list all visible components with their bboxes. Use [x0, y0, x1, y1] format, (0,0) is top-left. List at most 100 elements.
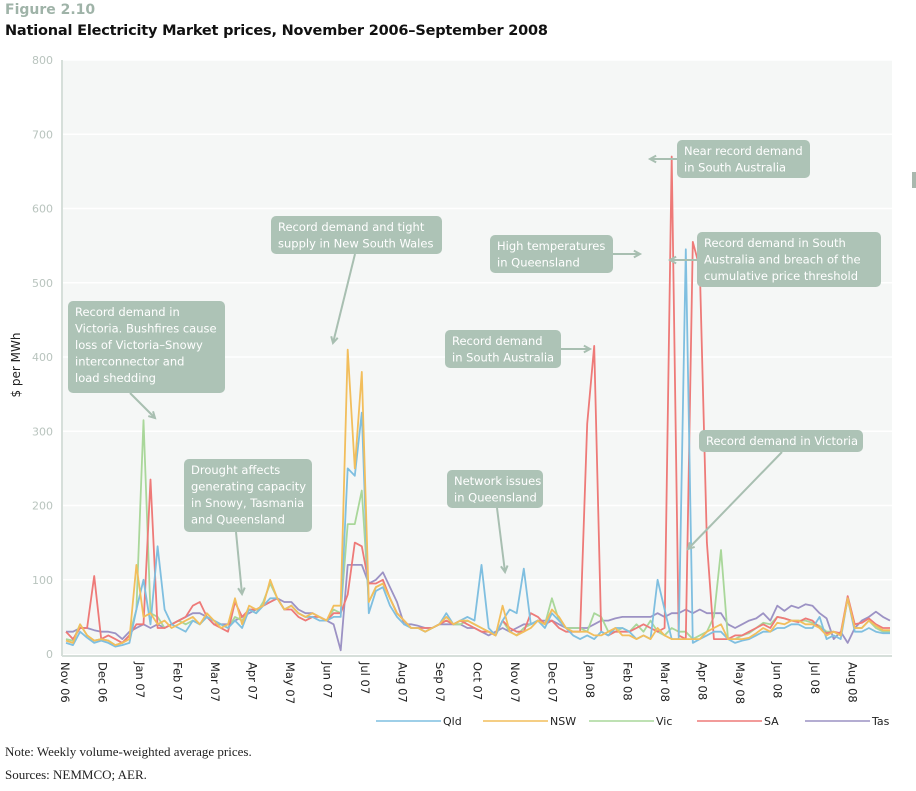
annotation-text: Record demand in	[75, 305, 180, 319]
annotation-text: in South Australia	[452, 351, 554, 365]
legend-item-qld: Qld	[376, 715, 462, 728]
x-tick-label: Feb 07	[171, 662, 185, 701]
legend-label: SA	[764, 715, 779, 728]
annotation-text: Drought affects	[191, 463, 280, 477]
arrowhead-icon	[667, 255, 677, 265]
annotation-sa-record-1: Record demand in South Australia	[445, 330, 593, 368]
x-tick-label: Nov 06	[58, 662, 72, 703]
annotation-box	[447, 470, 543, 508]
arrowhead-icon	[633, 249, 643, 259]
series-line-nsw	[65, 348, 890, 646]
annotation-nsw-tight-supply: Record demand and tight supply in New Sou…	[271, 216, 442, 346]
annotation-arrow	[496, 507, 506, 573]
annotation-text: in Queensland	[497, 256, 580, 270]
annotation-text: Australia and breach of the	[704, 253, 861, 267]
x-tick-label: Jun 08	[771, 661, 785, 698]
x-tick-label: Jul 08	[808, 661, 822, 694]
legend-label: Vic	[656, 715, 672, 728]
annotation-text: in Queensland	[454, 491, 537, 505]
annotation-text: cumulative price threshold	[704, 269, 858, 283]
annotation-box	[697, 232, 881, 287]
x-tick-label: Jun 07	[321, 661, 335, 698]
x-tick-label: Apr 08	[696, 662, 710, 700]
legend-item-nsw: NSW	[483, 715, 576, 728]
x-tick-label: Apr 07	[246, 662, 260, 700]
annotation-arrow	[129, 392, 156, 419]
y-tick-label: 0	[46, 648, 53, 661]
arrowhead-icon	[237, 587, 246, 597]
annotation-qld-high-temp: High temperatures in Queensland	[490, 235, 643, 273]
x-tick-label: May 07	[283, 662, 297, 704]
annotation-text: loss of Victoria–Snowy	[75, 338, 203, 352]
annotation-box	[68, 301, 225, 393]
legend-item-sa: SA	[697, 715, 779, 728]
x-tick-label: Oct 07	[471, 662, 485, 700]
x-tick-label: Jul 07	[358, 661, 372, 694]
annotation-drought: Drought affects generating capacity in Sno…	[184, 459, 312, 597]
chart: 0 100 200 300 400 500 600 700 800 $ per MWh Nov …	[9, 54, 892, 728]
annotation-text: Victoria. Bushfires cause	[75, 322, 217, 336]
annotations: Record demand in Victoria. Bushfires caus…	[68, 140, 881, 597]
annotation-text: Record demand in South	[704, 236, 846, 250]
x-axis: Nov 06 Dec 06 Jan 07 Feb 07 Mar 07 Apr 07 May …	[58, 661, 860, 704]
arrowhead-icon	[500, 565, 509, 575]
y-tick-label: 700	[32, 128, 53, 141]
arrowhead-icon	[148, 411, 157, 420]
figure-label: Figure 2.10	[5, 2, 96, 18]
x-tick-label: Nov 07	[508, 662, 522, 703]
arrowhead-icon	[647, 154, 657, 164]
y-axis-label: $ per MWh	[9, 332, 23, 397]
annotation-box	[699, 430, 863, 452]
figure-title: National Electricity Market prices, Nove…	[5, 23, 548, 39]
annotation-text: load shedding	[75, 371, 156, 385]
legend-label: NSW	[550, 715, 576, 728]
annotation-sa-cpt-breach: Record demand in South Australia and brea…	[667, 232, 881, 287]
series-line-sa	[65, 155, 890, 644]
annotation-box	[445, 330, 561, 368]
annotation-text: in Snowy, Tasmania	[191, 496, 304, 510]
x-tick-label: Aug 07	[396, 662, 410, 703]
x-tick-label: Sep 07	[433, 662, 447, 702]
legend-label: Qld	[443, 715, 462, 728]
annotation-arrow	[235, 531, 243, 595]
annotation-vic-bushfires: Record demand in Victoria. Bushfires caus…	[68, 301, 225, 420]
legend-label: Tas	[871, 715, 890, 728]
annotation-text: Record demand in Victoria	[706, 434, 858, 448]
annotation-text: Record demand	[452, 334, 543, 348]
y-tick-label: 400	[32, 351, 53, 364]
annotation-box	[677, 140, 810, 178]
annotation-text: generating capacity	[191, 480, 306, 494]
annotation-text: interconnector and	[75, 355, 184, 369]
arrowhead-icon	[330, 335, 339, 346]
legend-item-tas: Tas	[805, 715, 890, 728]
page-edge-marker	[912, 172, 916, 188]
y-tick-label: 800	[32, 54, 53, 67]
annotation-text: and Queensland	[191, 513, 285, 527]
annotation-text: in South Australia	[684, 161, 786, 175]
annotation-text: Network issues	[454, 474, 541, 488]
sources-text: Sources: NEMMCO; AER.	[5, 767, 147, 782]
x-tick-label: Dec 06	[96, 662, 110, 703]
legend: Qld NSW Vic SA Tas	[376, 715, 890, 728]
y-tick-label: 300	[32, 425, 53, 438]
x-tick-label: Dec 07	[546, 662, 560, 703]
annotation-arrow	[332, 253, 356, 344]
x-tick-label: Jan 08	[583, 661, 597, 698]
y-axis: 0 100 200 300 400 500 600 700 800	[32, 54, 53, 661]
arrowhead-icon	[583, 344, 593, 354]
annotation-arrow	[687, 451, 783, 550]
x-tick-label: Mar 08	[658, 662, 672, 702]
legend-item-vic: Vic	[589, 715, 672, 728]
annotation-text: Record demand and tight	[278, 220, 425, 234]
x-tick-label: Jan 07	[133, 661, 147, 698]
x-tick-label: Feb 08	[621, 662, 635, 701]
annotation-box	[271, 216, 442, 254]
x-tick-label: Mar 07	[208, 662, 222, 702]
y-tick-label: 200	[32, 500, 53, 513]
note-text: Note: Weekly volume-weighted average pri…	[5, 744, 252, 759]
annotation-box	[184, 459, 312, 532]
series-line-qld	[65, 248, 890, 648]
y-tick-label: 500	[32, 277, 53, 290]
annotation-text: Near record demand	[684, 144, 803, 158]
x-tick-label: Aug 08	[846, 662, 860, 703]
